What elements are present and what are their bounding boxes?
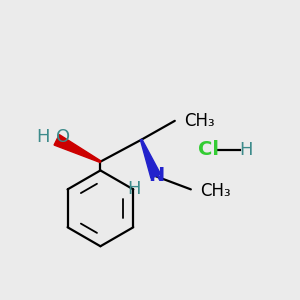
- Text: Cl: Cl: [198, 140, 219, 160]
- Polygon shape: [54, 135, 101, 162]
- Text: N: N: [148, 166, 164, 185]
- Text: H: H: [36, 128, 50, 146]
- Polygon shape: [140, 140, 161, 178]
- Text: O: O: [56, 128, 70, 146]
- Text: H: H: [127, 180, 141, 198]
- Text: CH₃: CH₃: [184, 112, 215, 130]
- Text: CH₃: CH₃: [200, 182, 231, 200]
- Text: H: H: [239, 141, 253, 159]
